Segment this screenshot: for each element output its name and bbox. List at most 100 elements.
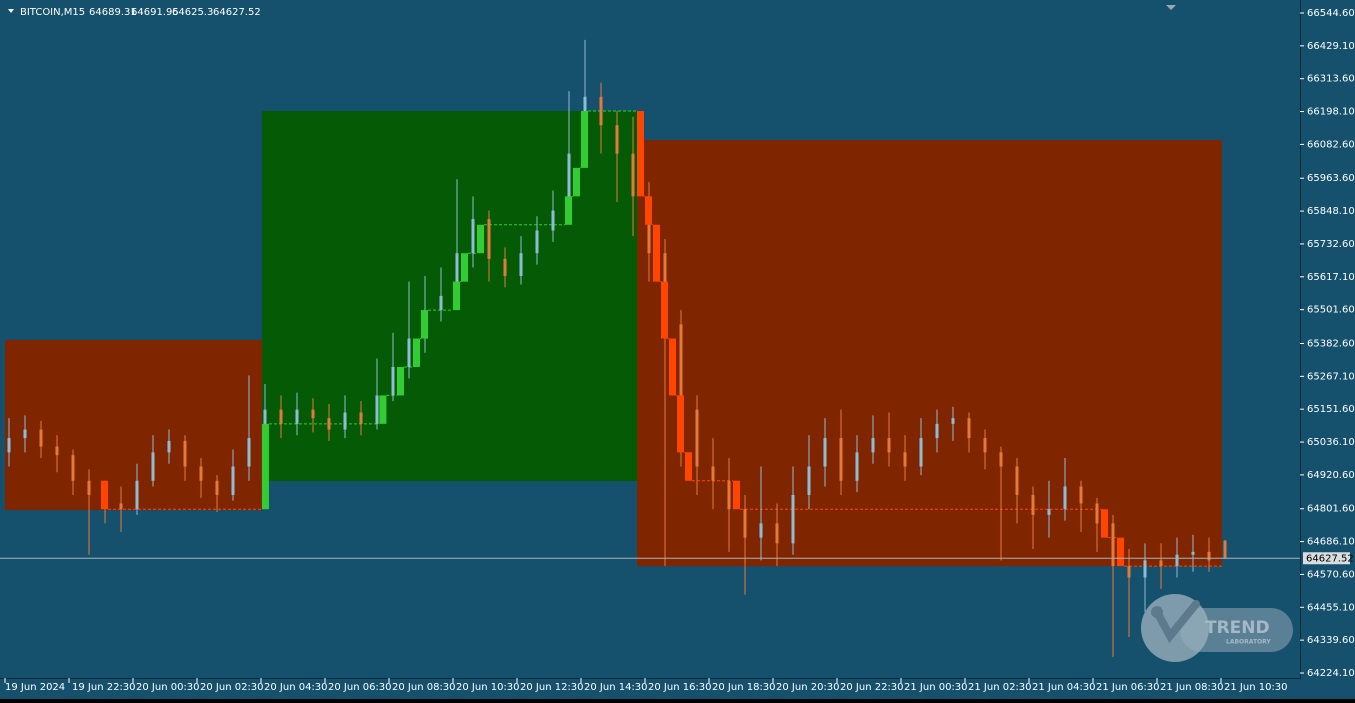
y-tick-label: 66429.10	[1307, 41, 1355, 52]
x-tick-label: 21 Jun 06:30	[1096, 682, 1160, 693]
candle-body	[1031, 494, 1035, 515]
menu-icon[interactable]	[8, 9, 14, 13]
y-tick-label: 64801.60	[1307, 504, 1355, 515]
header-low: 64625.3	[172, 7, 213, 18]
candle-body	[39, 429, 43, 447]
plot-area	[5, 39, 1227, 658]
x-tick-label: 19 Jun 22:30	[72, 682, 136, 693]
candle-body	[855, 452, 859, 481]
brick	[261, 423, 269, 510]
candle-body	[1015, 466, 1019, 495]
watermark-pill	[1180, 608, 1293, 652]
candle-body	[231, 466, 235, 495]
brick	[733, 480, 740, 510]
watermark-dot	[1151, 606, 1163, 618]
candle-body	[279, 409, 283, 424]
candle-body	[1191, 551, 1195, 555]
x-tick-label: 21 Jun 00:30	[904, 682, 968, 693]
y-tick-label: 64455.10	[1307, 602, 1355, 613]
candle-body	[1079, 486, 1083, 504]
x-tick-label: 21 Jun 04:30	[1032, 682, 1096, 693]
brick	[461, 253, 468, 282]
y-tick-label: 64686.10	[1307, 537, 1355, 548]
candle-body	[967, 418, 971, 439]
bid-label: 64627.52	[1306, 553, 1354, 564]
x-tick-label: 20 Jun 12:30	[520, 682, 584, 693]
x-tick-label: 20 Jun 04:30	[264, 682, 328, 693]
candle-body	[839, 438, 843, 481]
y-tick-label: 65382.60	[1307, 338, 1355, 349]
candle-body	[359, 412, 363, 424]
y-tick-label: 66198.10	[1307, 107, 1355, 118]
x-tick-label: 21 Jun 10:30	[1224, 682, 1288, 693]
brick	[645, 196, 652, 225]
candle-body	[23, 429, 27, 439]
x-tick-label: 20 Jun 08:30	[392, 682, 456, 693]
candle-body	[791, 494, 795, 544]
candle-body	[1063, 486, 1067, 510]
brick	[379, 395, 387, 424]
brick	[581, 111, 588, 168]
candle-body	[295, 409, 299, 424]
y-tick-label: 65151.60	[1307, 404, 1355, 415]
candle-body	[551, 210, 555, 231]
brick	[413, 338, 420, 367]
y-tick-label: 64920.60	[1307, 470, 1355, 481]
candle-body	[471, 219, 475, 254]
candle-body	[951, 418, 955, 424]
zone	[261, 111, 637, 482]
candle-body	[439, 295, 443, 311]
candle-body	[743, 509, 747, 538]
candle-body	[183, 440, 187, 467]
brick	[677, 395, 684, 453]
candle-body	[711, 466, 715, 481]
candle-body	[407, 338, 411, 367]
candle-body	[375, 395, 379, 424]
y-tick-label: 65267.10	[1307, 371, 1355, 382]
candle-body	[983, 438, 987, 453]
brick	[573, 167, 580, 197]
candle-body	[535, 230, 539, 254]
y-tick-label: 64224.10	[1307, 668, 1355, 679]
brick	[1101, 509, 1108, 538]
x-tick-label: 19 Jun 2024	[5, 682, 65, 693]
x-tick-label: 20 Jun 02:30	[200, 682, 264, 693]
brick	[685, 452, 692, 481]
candle-body	[1111, 523, 1115, 567]
watermark-text: TREND	[1205, 618, 1270, 638]
candle-body	[55, 446, 59, 456]
y-tick-label: 65732.60	[1307, 239, 1355, 250]
brick	[101, 480, 108, 510]
candle-body	[887, 438, 891, 453]
watermark: TREND LABORATORY	[1141, 594, 1293, 662]
x-tick-label: 20 Jun 16:30	[648, 682, 712, 693]
x-tick-label: 21 Jun 08:30	[1160, 682, 1224, 693]
candle-body	[695, 409, 699, 467]
candle-body	[199, 466, 203, 481]
shift-marker	[1166, 5, 1176, 10]
candle-body	[1127, 566, 1131, 578]
x-tick-label: 20 Jun 14:30	[584, 682, 648, 693]
candle-body	[775, 523, 779, 544]
candle-body	[327, 418, 331, 430]
x-tick-label: 20 Jun 06:30	[328, 682, 392, 693]
y-tick-label: 65848.10	[1307, 206, 1355, 217]
y-tick-label: 65963.60	[1307, 173, 1355, 184]
y-tick-label: 65501.60	[1307, 305, 1355, 316]
candle-body	[391, 366, 395, 396]
x-tick-label: 20 Jun 20:30	[776, 682, 840, 693]
candle-body	[487, 219, 491, 259]
candle-body	[631, 153, 635, 197]
candle-body	[871, 438, 875, 453]
candle-body	[247, 438, 251, 467]
brick	[669, 338, 676, 396]
brick	[477, 224, 484, 254]
x-tick-label: 20 Jun 18:30	[712, 682, 776, 693]
candle-body	[759, 523, 763, 538]
candle-body	[807, 466, 811, 495]
candle-body	[1159, 560, 1163, 567]
brick	[453, 281, 460, 311]
candle-body	[1143, 560, 1147, 578]
brick	[565, 196, 572, 225]
